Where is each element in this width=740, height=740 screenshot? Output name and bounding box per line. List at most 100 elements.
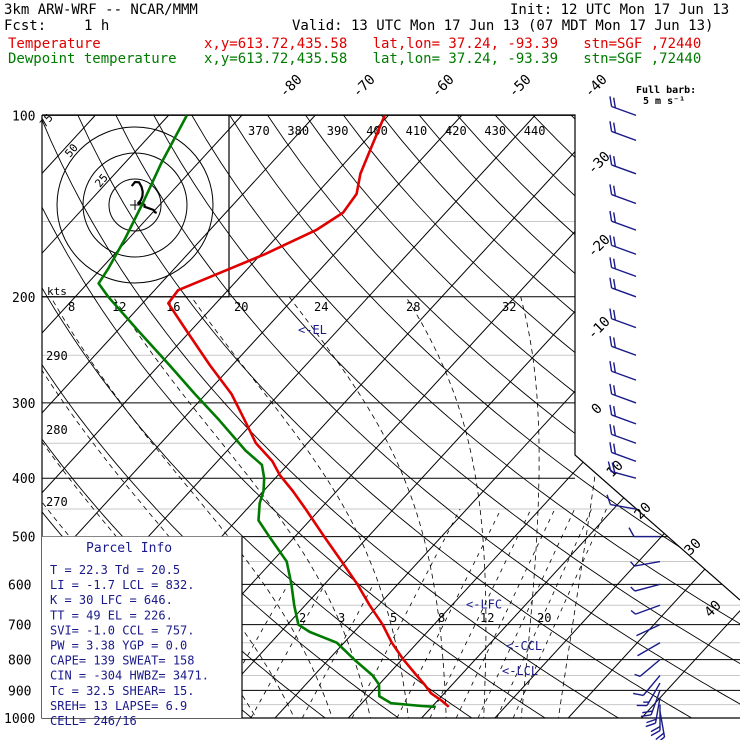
wind-barb	[609, 442, 637, 462]
wind-barb-flag	[609, 184, 613, 195]
mixing-ratio-label: 28	[406, 300, 420, 314]
mixing-ratio-label: 12	[480, 611, 494, 625]
mixing-ratio-line	[396, 508, 502, 718]
temperature-legend: Temperature	[8, 36, 101, 52]
isotherm-line	[42, 115, 169, 718]
wind-barb-flag	[642, 710, 653, 714]
pressure-tick-label: 400	[12, 472, 35, 487]
wind-barb-flag	[640, 714, 652, 718]
pressure-tick-label: 900	[8, 684, 31, 699]
wind-barb	[609, 96, 637, 117]
wind-barb	[609, 121, 637, 142]
mixing-ratio-label: 20	[537, 611, 551, 625]
wind-barb-staff	[611, 287, 637, 298]
isotherm-line	[42, 115, 243, 718]
wind-barb-flag	[609, 383, 613, 395]
pressure-tick-label: 1000	[4, 712, 35, 727]
moist-adiabat-line	[50, 296, 337, 718]
theta-label: 270	[46, 495, 68, 509]
hodograph-ring-label: 50	[62, 141, 80, 160]
wind-barb-flag	[609, 424, 613, 435]
wind-barb-flag	[611, 462, 616, 473]
wind-barb-staff	[611, 451, 637, 462]
moist-adiabat-line	[288, 296, 447, 718]
wind-barb-staff	[610, 470, 637, 479]
isotherm-tick-label: -30	[585, 149, 614, 178]
wind-barb	[609, 257, 637, 278]
wind-barb	[609, 383, 637, 404]
wind-barb-half	[634, 673, 641, 677]
wind-barb-staff	[642, 675, 661, 696]
wind-barb	[630, 604, 661, 615]
hodograph-ring-label: 75	[37, 111, 55, 130]
wind-barb-staff	[611, 318, 637, 329]
wind-barb-flag	[613, 212, 617, 223]
mixing-ratio-line	[301, 584, 374, 718]
parcel-info-row: T = 22.3 Td = 20.5	[50, 563, 180, 577]
wind-barb-staff	[634, 583, 661, 592]
wind-barb-staff	[635, 604, 661, 615]
wind-barb-flag	[650, 729, 661, 737]
dry-adiabat-line	[419, 115, 740, 718]
wind-barb-flag	[613, 278, 617, 290]
wind-barb	[650, 704, 661, 737]
wind-barb-staff	[634, 560, 661, 567]
wind-barb-staff	[611, 164, 637, 175]
barb-legend-title: Full barb:	[636, 85, 696, 96]
parcel-info-title: Parcel Info	[86, 541, 172, 556]
wind-barb	[609, 424, 637, 444]
isotherm-line	[42, 115, 463, 718]
isotherm-tick-label: -10	[585, 314, 614, 343]
temperature-line	[167, 115, 450, 708]
dry-adiabat-line	[229, 115, 740, 718]
wind-barb-flag	[609, 442, 613, 453]
isotherm-tick-label: -40	[582, 72, 611, 101]
level-markers: <-EL <-LFC <-CCL <-LCL	[298, 323, 542, 678]
wind-barb-flag	[609, 336, 613, 347]
wind-barb-flag	[609, 257, 613, 268]
wind-barb-staff	[611, 370, 637, 381]
parcel-info-row: K = 30 LFC = 646.	[50, 593, 173, 607]
wind-barb-flag	[609, 154, 613, 166]
moist-adiabat-line	[190, 296, 411, 718]
wind-barb-flag	[636, 704, 648, 707]
mixing-ratio-line	[429, 508, 532, 718]
wind-barb-half	[630, 561, 635, 567]
hodograph-ring	[82, 152, 188, 258]
wind-barb-staff	[659, 711, 666, 738]
wind-barb-flag	[656, 736, 665, 740]
wind-barb	[628, 527, 660, 538]
mixing-ratio-label: 8	[68, 300, 75, 314]
wind-barb	[609, 235, 637, 255]
forecast-label: Fcst:	[4, 18, 47, 34]
wind-barb	[609, 154, 637, 175]
wind-barbs	[606, 96, 666, 740]
wind-barb-staff	[611, 244, 637, 255]
parcel-info-box: Parcel Info T = 22.3 Td = 20.5LI = -1.7 L…	[50, 541, 209, 728]
wind-barb	[609, 336, 637, 356]
parcel-info-row: CAPE= 139 SWEAT= 158	[50, 654, 195, 668]
parcel-info-row: Tc = 32.5 SHEAR= 15.	[50, 684, 195, 698]
parcel-info-row: CIN = -304 HWBZ= 3471.	[50, 669, 209, 683]
wind-barb	[633, 675, 661, 697]
wind-barb	[630, 560, 661, 567]
pressure-tick-label: 800	[8, 654, 31, 669]
forecast-hour: 1 h	[84, 18, 110, 34]
dewpoint-line	[97, 115, 436, 709]
wind-barb-flag	[606, 494, 612, 505]
wind-barb	[636, 682, 661, 707]
wind-barb-flag	[613, 185, 617, 197]
dry-adiabat-line	[267, 115, 740, 718]
mixing-ratio-label: 20	[234, 300, 248, 314]
isotherm-line	[494, 115, 740, 718]
wind-barb-staff	[639, 659, 661, 677]
isotherm-tick-label: 30	[682, 536, 705, 559]
wind-barb-staff	[611, 345, 637, 356]
wind-barb-flag	[609, 360, 613, 372]
wind-barb-staff	[611, 105, 637, 117]
wind-barb-flag	[609, 277, 613, 289]
wind-barb-flag	[609, 210, 613, 222]
wind-barb-half	[630, 586, 636, 592]
wind-barb	[637, 642, 661, 657]
hodograph-units-label: kts	[47, 285, 67, 298]
